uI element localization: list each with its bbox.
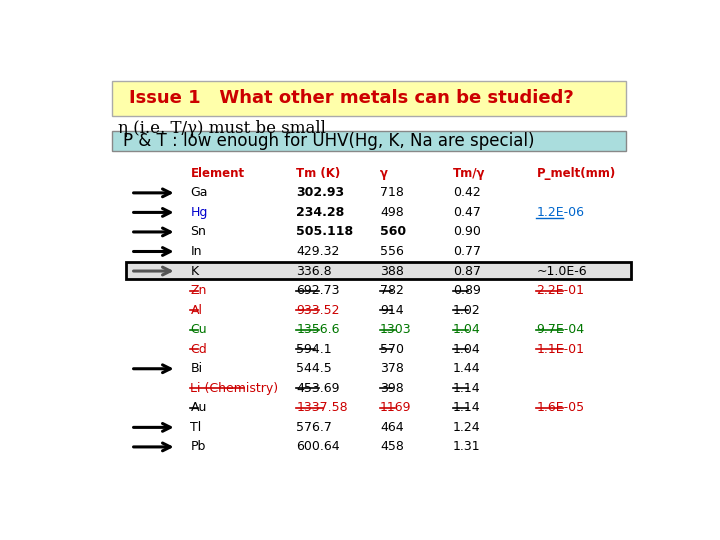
Text: 234.28: 234.28 bbox=[297, 206, 345, 219]
Text: 2.2E-01: 2.2E-01 bbox=[536, 284, 585, 297]
Text: P_melt(mm): P_melt(mm) bbox=[536, 167, 616, 180]
Text: 0.90: 0.90 bbox=[453, 226, 480, 239]
Text: 0.89: 0.89 bbox=[453, 284, 480, 297]
Text: Ga: Ga bbox=[190, 186, 208, 199]
Text: 560: 560 bbox=[380, 226, 406, 239]
Text: 429.32: 429.32 bbox=[297, 245, 340, 258]
Text: 1.14: 1.14 bbox=[453, 401, 480, 414]
Text: Al: Al bbox=[190, 303, 202, 316]
Text: 398: 398 bbox=[380, 382, 404, 395]
Text: 1.04: 1.04 bbox=[453, 323, 480, 336]
Text: 1169: 1169 bbox=[380, 401, 412, 414]
Text: 544.5: 544.5 bbox=[297, 362, 332, 375]
Text: 0.42: 0.42 bbox=[453, 186, 480, 199]
Text: γ: γ bbox=[380, 167, 388, 180]
Text: 1.44: 1.44 bbox=[453, 362, 480, 375]
Text: 1.1E-01: 1.1E-01 bbox=[536, 343, 585, 356]
Text: P & T : low enough for UHV(Hg, K, Na are special): P & T : low enough for UHV(Hg, K, Na are… bbox=[124, 132, 535, 150]
Text: 600.64: 600.64 bbox=[297, 441, 340, 454]
Text: 1356.6: 1356.6 bbox=[297, 323, 340, 336]
Text: In: In bbox=[190, 245, 202, 258]
Text: 1.31: 1.31 bbox=[453, 441, 480, 454]
Text: 914: 914 bbox=[380, 303, 404, 316]
Text: 594.1: 594.1 bbox=[297, 343, 332, 356]
Text: 388: 388 bbox=[380, 265, 404, 278]
Text: Sn: Sn bbox=[190, 226, 207, 239]
Text: 1.04: 1.04 bbox=[453, 343, 480, 356]
Text: Bi: Bi bbox=[190, 362, 202, 375]
Text: 570: 570 bbox=[380, 343, 404, 356]
Text: Pb: Pb bbox=[190, 441, 206, 454]
Text: 505.118: 505.118 bbox=[297, 226, 354, 239]
Text: 0.77: 0.77 bbox=[453, 245, 481, 258]
Text: 1303: 1303 bbox=[380, 323, 412, 336]
Text: 1.2E-06: 1.2E-06 bbox=[536, 206, 585, 219]
Text: 336.8: 336.8 bbox=[297, 265, 332, 278]
Text: 453.69: 453.69 bbox=[297, 382, 340, 395]
Text: Au: Au bbox=[190, 401, 207, 414]
Text: 498: 498 bbox=[380, 206, 404, 219]
Text: 1337.58: 1337.58 bbox=[297, 401, 348, 414]
Text: 782: 782 bbox=[380, 284, 404, 297]
FancyBboxPatch shape bbox=[126, 262, 631, 279]
Text: Tm/γ: Tm/γ bbox=[453, 167, 485, 180]
Text: ~1.0E-6: ~1.0E-6 bbox=[536, 265, 587, 278]
Text: 458: 458 bbox=[380, 441, 404, 454]
Text: Element: Element bbox=[190, 167, 245, 180]
Text: Li (Chemistry): Li (Chemistry) bbox=[190, 382, 279, 395]
Text: 0.47: 0.47 bbox=[453, 206, 480, 219]
Text: 0.87: 0.87 bbox=[453, 265, 481, 278]
Text: Hg: Hg bbox=[190, 206, 208, 219]
FancyBboxPatch shape bbox=[112, 82, 626, 116]
Text: 1.24: 1.24 bbox=[453, 421, 480, 434]
Text: K: K bbox=[190, 265, 199, 278]
FancyBboxPatch shape bbox=[112, 131, 626, 151]
Text: 464: 464 bbox=[380, 421, 404, 434]
Text: η (i.e. T/γ) must be small: η (i.e. T/γ) must be small bbox=[118, 119, 325, 137]
Text: 9.7E-04: 9.7E-04 bbox=[536, 323, 585, 336]
Text: Cu: Cu bbox=[190, 323, 207, 336]
Text: Zn: Zn bbox=[190, 284, 207, 297]
Text: 933.52: 933.52 bbox=[297, 303, 340, 316]
Text: Tm (K): Tm (K) bbox=[297, 167, 341, 180]
Text: 576.7: 576.7 bbox=[297, 421, 333, 434]
Text: 556: 556 bbox=[380, 245, 404, 258]
Text: 692.73: 692.73 bbox=[297, 284, 340, 297]
Text: 1.6E-05: 1.6E-05 bbox=[536, 401, 585, 414]
Text: 378: 378 bbox=[380, 362, 404, 375]
Text: 718: 718 bbox=[380, 186, 404, 199]
Text: 1.14: 1.14 bbox=[453, 382, 480, 395]
Text: Cd: Cd bbox=[190, 343, 207, 356]
Text: 302.93: 302.93 bbox=[297, 186, 345, 199]
Text: Tl: Tl bbox=[190, 421, 202, 434]
Text: 1.02: 1.02 bbox=[453, 303, 480, 316]
Text: Issue 1   What other metals can be studied?: Issue 1 What other metals can be studied… bbox=[129, 90, 574, 107]
